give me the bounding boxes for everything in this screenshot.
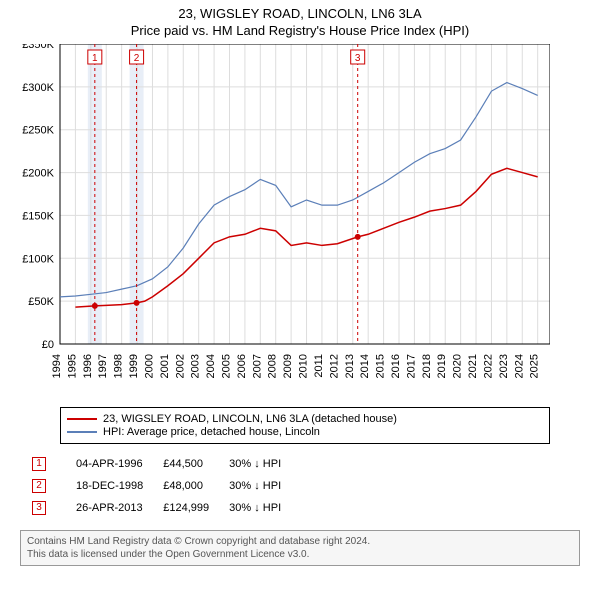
svg-text:2012: 2012 bbox=[328, 354, 340, 378]
transaction-marker: 3 bbox=[32, 501, 46, 515]
transaction-date: 04-APR-1996 bbox=[76, 454, 161, 474]
legend-row: 23, WIGSLEY ROAD, LINCOLN, LN6 3LA (deta… bbox=[67, 413, 543, 425]
transactions-table: 104-APR-1996£44,50030% ↓ HPI218-DEC-1998… bbox=[30, 452, 301, 520]
svg-text:1: 1 bbox=[92, 53, 98, 64]
svg-text:2010: 2010 bbox=[298, 354, 310, 378]
svg-text:2003: 2003 bbox=[190, 354, 202, 378]
svg-text:2005: 2005 bbox=[220, 354, 232, 378]
legend-swatch bbox=[67, 418, 97, 420]
footer-line-2: This data is licensed under the Open Gov… bbox=[27, 548, 573, 561]
legend-label: 23, WIGSLEY ROAD, LINCOLN, LN6 3LA (deta… bbox=[103, 413, 397, 425]
svg-text:2015: 2015 bbox=[375, 354, 387, 378]
svg-text:£300K: £300K bbox=[22, 82, 54, 94]
legend-row: HPI: Average price, detached house, Linc… bbox=[67, 426, 543, 438]
svg-text:2016: 2016 bbox=[390, 354, 402, 378]
svg-text:2009: 2009 bbox=[282, 354, 294, 378]
svg-text:2004: 2004 bbox=[205, 354, 217, 378]
svg-text:2006: 2006 bbox=[236, 354, 248, 378]
svg-text:2014: 2014 bbox=[359, 354, 371, 378]
transaction-row: 3 26-APR-2013£124,99930% ↓ HPI bbox=[32, 498, 299, 518]
svg-text:2000: 2000 bbox=[143, 354, 155, 378]
transaction-price: £48,000 bbox=[163, 476, 227, 496]
legend-label: HPI: Average price, detached house, Linc… bbox=[103, 426, 320, 438]
transaction-date: 26-APR-2013 bbox=[76, 498, 161, 518]
svg-text:£350K: £350K bbox=[22, 44, 54, 51]
svg-text:£0: £0 bbox=[42, 339, 54, 351]
svg-text:1995: 1995 bbox=[66, 354, 78, 378]
svg-text:2: 2 bbox=[134, 53, 140, 64]
svg-text:2020: 2020 bbox=[452, 354, 464, 378]
svg-text:2024: 2024 bbox=[513, 354, 525, 378]
svg-text:1998: 1998 bbox=[113, 354, 125, 378]
svg-text:£250K: £250K bbox=[22, 125, 54, 137]
svg-text:£100K: £100K bbox=[22, 253, 54, 265]
svg-text:2001: 2001 bbox=[159, 354, 171, 378]
svg-text:1996: 1996 bbox=[82, 354, 94, 378]
svg-text:2018: 2018 bbox=[421, 354, 433, 378]
chart-svg: £0 £50K £100K £150K £200K £250K £300K £350K 1994… bbox=[10, 44, 550, 399]
svg-text:2008: 2008 bbox=[267, 354, 279, 378]
transaction-marker: 2 bbox=[32, 479, 46, 493]
transaction-delta: 30% ↓ HPI bbox=[229, 476, 299, 496]
svg-text:2013: 2013 bbox=[344, 354, 356, 378]
svg-text:1999: 1999 bbox=[128, 354, 140, 378]
transaction-date: 18-DEC-1998 bbox=[76, 476, 161, 496]
transaction-price: £124,999 bbox=[163, 498, 227, 518]
chart-legend: 23, WIGSLEY ROAD, LINCOLN, LN6 3LA (deta… bbox=[60, 407, 550, 444]
legend-swatch bbox=[67, 431, 97, 433]
svg-text:3: 3 bbox=[355, 53, 361, 64]
svg-text:£150K: £150K bbox=[22, 210, 54, 222]
svg-text:2007: 2007 bbox=[251, 354, 263, 378]
chart-title: 23, WIGSLEY ROAD, LINCOLN, LN6 3LA bbox=[10, 6, 590, 21]
transaction-row: 1 04-APR-1996£44,50030% ↓ HPI bbox=[32, 454, 299, 474]
chart-container: 23, WIGSLEY ROAD, LINCOLN, LN6 3LA Price… bbox=[0, 0, 600, 576]
transaction-delta: 30% ↓ HPI bbox=[229, 498, 299, 518]
svg-text:£50K: £50K bbox=[28, 296, 54, 308]
svg-text:2019: 2019 bbox=[436, 354, 448, 378]
attribution-footer: Contains HM Land Registry data © Crown c… bbox=[20, 530, 580, 566]
svg-text:2025: 2025 bbox=[529, 354, 541, 378]
svg-text:2022: 2022 bbox=[482, 354, 494, 378]
footer-line-1: Contains HM Land Registry data © Crown c… bbox=[27, 535, 573, 548]
transaction-delta: 30% ↓ HPI bbox=[229, 454, 299, 474]
svg-text:2017: 2017 bbox=[405, 354, 417, 378]
chart-subtitle: Price paid vs. HM Land Registry's House … bbox=[10, 23, 590, 38]
svg-text:2002: 2002 bbox=[174, 354, 186, 378]
svg-text:2011: 2011 bbox=[313, 354, 325, 378]
svg-text:1994: 1994 bbox=[51, 354, 63, 378]
transaction-price: £44,500 bbox=[163, 454, 227, 474]
svg-text:2023: 2023 bbox=[498, 354, 510, 378]
svg-text:2021: 2021 bbox=[467, 354, 479, 378]
svg-text:£200K: £200K bbox=[22, 168, 54, 180]
transaction-marker: 1 bbox=[32, 457, 46, 471]
transaction-row: 2 18-DEC-1998£48,00030% ↓ HPI bbox=[32, 476, 299, 496]
chart-plot-area: £0 £50K £100K £150K £200K £250K £300K £350K 1994… bbox=[10, 44, 590, 399]
svg-text:1997: 1997 bbox=[97, 354, 109, 378]
